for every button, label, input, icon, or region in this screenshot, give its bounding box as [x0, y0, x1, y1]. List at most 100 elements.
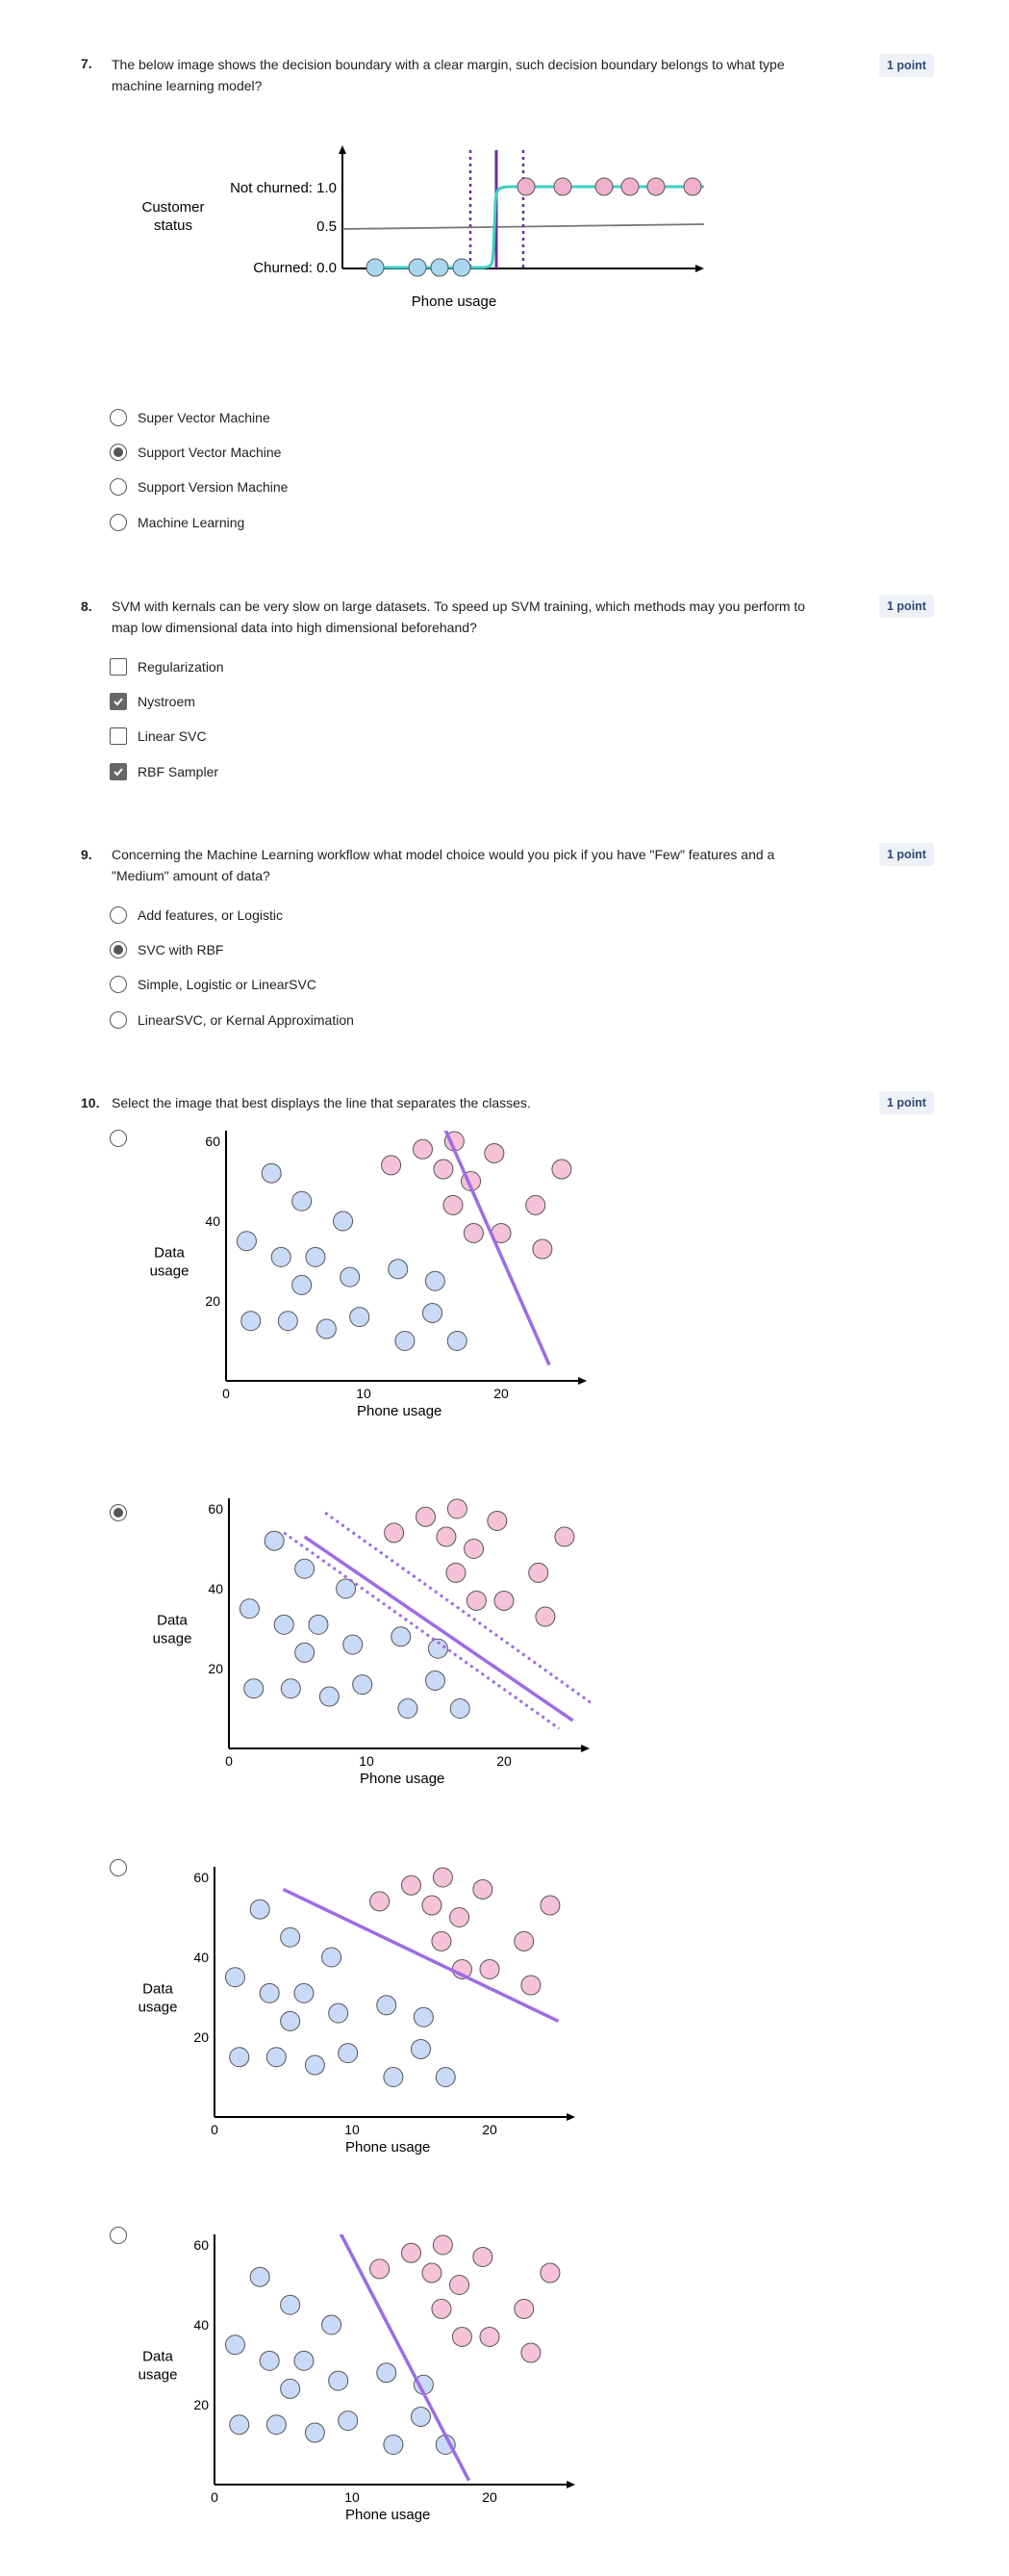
data-point-class-b: [369, 2258, 391, 2280]
option-label: Support Version Machine: [138, 479, 289, 495]
data-point-class-b: [514, 1930, 535, 1951]
data-point-class-a: [240, 1311, 262, 1332]
option-label: Linear SVC: [138, 728, 207, 744]
data-point-class-a: [291, 1274, 313, 1295]
data-point-class-b: [554, 1526, 575, 1547]
checkbox[interactable]: [110, 658, 127, 676]
data-point-class-b: [514, 2298, 535, 2319]
data-point-class-b: [431, 1930, 452, 1951]
option-radio[interactable]: Support Vector Machine: [110, 442, 281, 463]
data-point-class-a: [293, 2350, 315, 2371]
points-badge: 1 point: [879, 595, 934, 618]
option-label: Super Vector Machine: [138, 410, 270, 425]
data-point-class-a: [424, 1270, 445, 1291]
option-checkbox[interactable]: Linear SVC: [110, 726, 207, 747]
x-axis-label: Phone usage: [345, 2139, 430, 2155]
question-number: 10.: [81, 1095, 100, 1110]
option-radio[interactable]: Add features, or Logistic: [110, 905, 283, 926]
data-point-not-churned: [517, 177, 536, 196]
option-radio[interactable]: Machine Learning: [110, 512, 244, 533]
data-point-class-a: [336, 1578, 357, 1599]
points-badge: 1 point: [879, 843, 934, 866]
radio-button[interactable]: [110, 409, 127, 426]
data-point-class-b: [520, 1975, 542, 1996]
radio-button[interactable]: [110, 514, 127, 531]
option-radio[interactable]: Support Version Machine: [110, 476, 288, 497]
option-checkbox[interactable]: Nystroem: [110, 691, 195, 712]
image-choice-4[interactable]: [110, 2225, 127, 2246]
option-radio[interactable]: SVC with RBF: [110, 939, 223, 960]
scatter-chart-choice-3: 0 10 20 20 40 60 Phone usage Data usage: [139, 1867, 576, 2155]
data-point-class-b: [487, 1510, 508, 1531]
separator-line: [443, 1131, 551, 1366]
option-checkbox[interactable]: Regularization: [110, 656, 224, 677]
y-title-line2: status: [154, 217, 192, 234]
data-point-class-a: [383, 2067, 404, 2087]
data-point-class-a: [277, 1311, 298, 1332]
data-point-class-a: [391, 1626, 412, 1647]
y-tick-label: 40: [205, 1213, 220, 1229]
x-tick-label: 10: [359, 1753, 374, 1769]
y-tick-label: 60: [193, 2237, 209, 2253]
image-choice-2[interactable]: [110, 1502, 127, 1523]
option-label: Machine Learning: [138, 515, 245, 530]
data-point-class-a: [376, 2362, 397, 2384]
data-point-not-churned: [553, 177, 572, 196]
radio-button[interactable]: [110, 906, 127, 924]
data-point-churned: [430, 258, 449, 277]
radio-button[interactable]: [110, 1011, 127, 1029]
data-point-class-a: [308, 1614, 329, 1635]
data-point-class-b: [472, 2246, 493, 2267]
sigmoid-curve: [370, 185, 704, 269]
radio-button-selected[interactable]: [110, 941, 127, 958]
question-number: 9.: [81, 847, 92, 862]
x-axis-label: Phone usage: [360, 1771, 444, 1787]
data-point-class-a: [229, 2414, 250, 2436]
y-tick-label: 20: [193, 2029, 209, 2045]
x-tick-label: 0: [211, 2122, 218, 2137]
data-point-class-a: [413, 2006, 434, 2028]
data-point-class-b: [412, 1138, 433, 1160]
checkbox-checked[interactable]: [110, 763, 127, 780]
option-radio[interactable]: Super Vector Machine: [110, 407, 270, 428]
radio-button[interactable]: [110, 1859, 127, 1876]
data-point-churned: [452, 258, 471, 277]
data-point-class-a: [425, 1670, 445, 1691]
y-tick-label: 40: [208, 1581, 223, 1596]
separator-line: [339, 2234, 471, 2482]
x-tick-label: 10: [344, 2489, 360, 2505]
y-tick-label: 60: [205, 1134, 220, 1149]
radio-button[interactable]: [110, 478, 127, 496]
x-axis-arrow: [578, 1377, 588, 1385]
data-point-class-a: [239, 1598, 260, 1620]
data-point-class-a: [349, 1307, 370, 1328]
image-choice-3[interactable]: [110, 1857, 127, 1878]
data-point-class-b: [449, 2275, 470, 2295]
x-tick-label: 20: [493, 1386, 509, 1401]
data-point-not-churned: [594, 177, 614, 196]
data-point-churned: [408, 258, 427, 277]
x-axis-label: Phone usage: [345, 2507, 430, 2523]
radio-button-selected[interactable]: [110, 444, 127, 461]
radio-button-selected[interactable]: [110, 1504, 127, 1521]
data-point-class-a: [265, 2414, 287, 2436]
y-tick-label: 40: [193, 2317, 209, 2333]
data-point-class-a: [236, 1231, 257, 1252]
radio-button[interactable]: [110, 976, 127, 993]
option-checkbox[interactable]: RBF Sampler: [110, 761, 218, 782]
question-text: Concerning the Machine Learning workflow…: [112, 847, 775, 883]
image-choice-1[interactable]: [110, 1128, 127, 1149]
data-point-class-b: [472, 1878, 493, 1900]
checkbox-checked[interactable]: [110, 693, 127, 710]
data-point-class-a: [259, 1982, 280, 2003]
data-point-class-a: [305, 1246, 326, 1267]
option-radio[interactable]: LinearSVC, or Kernal Approximation: [110, 1009, 354, 1031]
radio-button[interactable]: [110, 2227, 127, 2244]
option-radio[interactable]: Simple, Logistic or LinearSVC: [110, 974, 316, 995]
data-point-class-b: [479, 2326, 500, 2347]
x-axis-arrow: [567, 2113, 576, 2121]
data-point-class-b: [451, 2326, 472, 2347]
checkbox[interactable]: [110, 727, 127, 745]
radio-button[interactable]: [110, 1130, 127, 1147]
